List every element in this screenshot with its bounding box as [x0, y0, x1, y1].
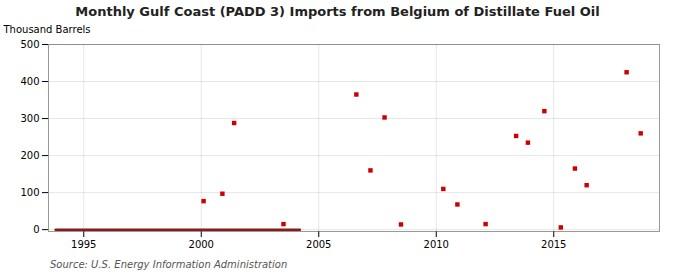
svg-text:300: 300 [20, 113, 39, 124]
html-text:Source: U.S. Energy Informatio: Source: U.S. Energy Information Administ… [50, 259, 288, 270]
svg-text:100: 100 [20, 187, 39, 198]
svg-text:2005: 2005 [306, 239, 331, 250]
html-text:Monthly Gulf Coast (PADD 3) Im: Monthly Gulf Coast (PADD 3) Imports from… [75, 4, 600, 19]
svg-text:1995: 1995 [71, 239, 96, 250]
svg-text:2010: 2010 [424, 239, 449, 250]
svg-text:400: 400 [20, 76, 39, 87]
svg-text:0: 0 [33, 224, 39, 235]
svg-text:Thousand Barrels: Thousand Barrels [3, 24, 91, 35]
svg-text:2000: 2000 [189, 239, 214, 250]
svg-text:500: 500 [20, 39, 39, 50]
svg-text:200: 200 [20, 150, 39, 161]
svg-text:2015: 2015 [541, 239, 566, 250]
